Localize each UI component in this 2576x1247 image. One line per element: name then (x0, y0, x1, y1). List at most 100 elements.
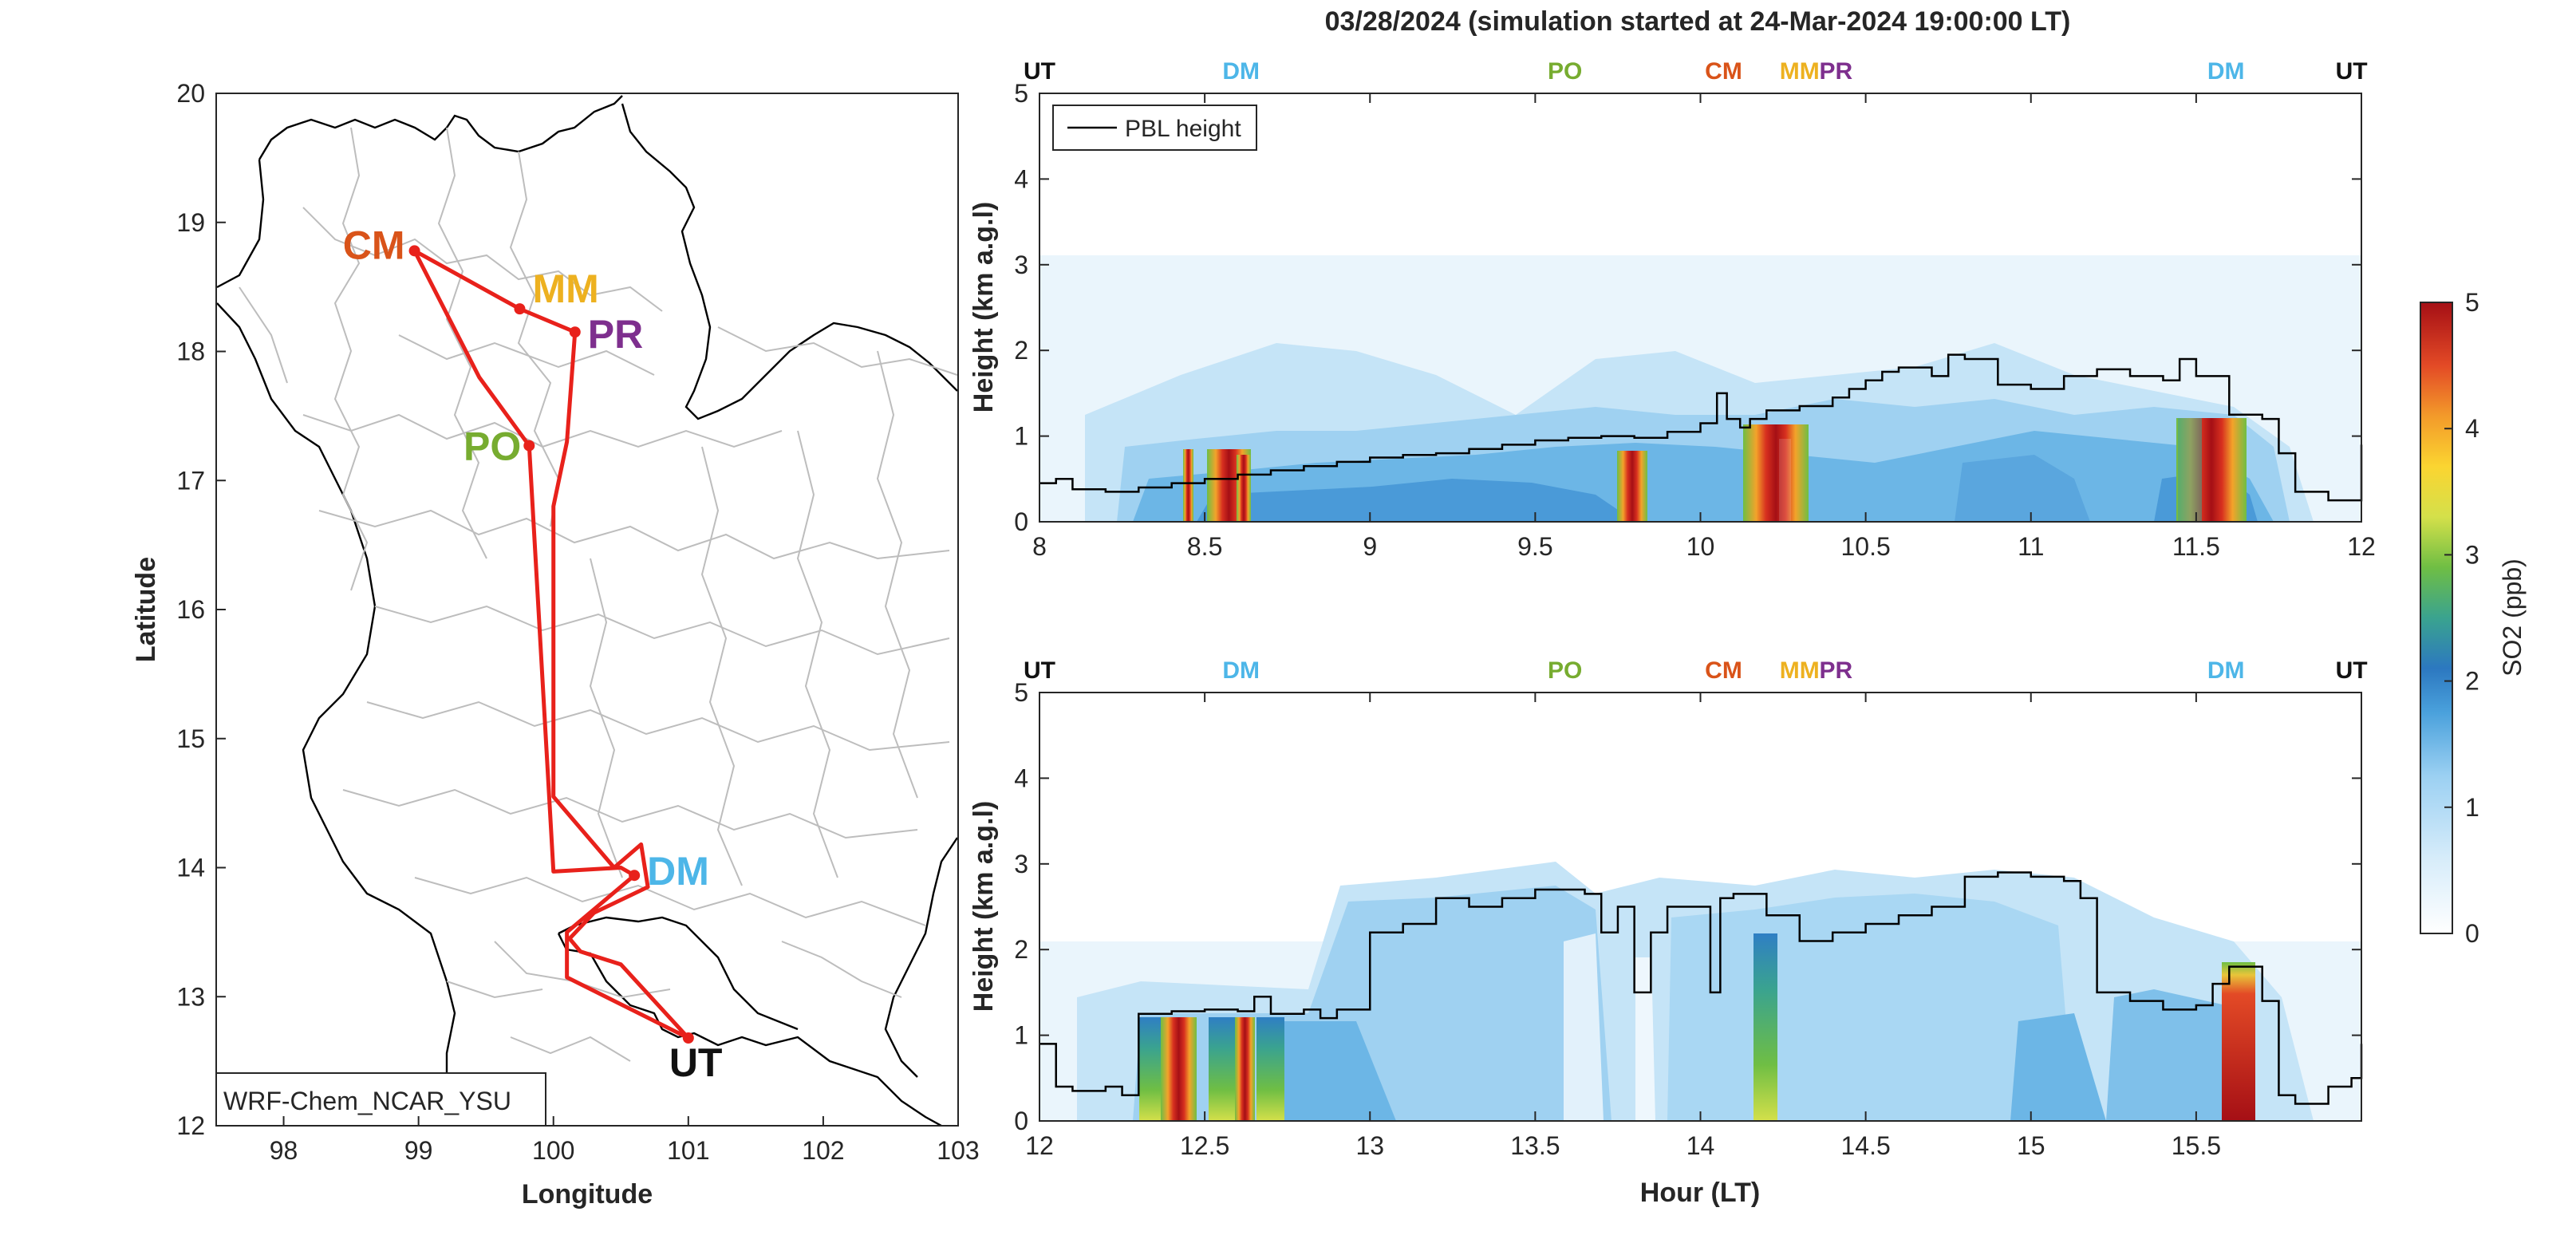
top-station-po: PO (1548, 58, 1582, 85)
figure-title: 03/28/2024 (simulation started at 24-Mar… (1325, 6, 2071, 37)
map-y-tick-label: 13 (176, 982, 205, 1011)
top-y-tick-label: 3 (1014, 251, 1028, 279)
bottom-x-tick-label: 12 (1025, 1131, 1054, 1160)
bottom-y-axis-label: Height (km a.g.l) (968, 801, 999, 1012)
map-x-tick-label: 100 (532, 1136, 574, 1165)
map-x-tick-label: 101 (667, 1136, 709, 1165)
station-label-cm: CM (343, 223, 405, 267)
bottom-y-tick-label: 3 (1014, 850, 1028, 878)
colorbar-tick-label: 0 (2465, 919, 2479, 948)
bottom-station-cm: CM (1705, 657, 1742, 684)
colorbar-tick-label: 3 (2465, 540, 2479, 569)
bottom-x-tick-label: 13 (1355, 1131, 1384, 1160)
top-y-axis-label: Height (km a.g.l) (968, 202, 999, 412)
bottom-so2-field (1039, 862, 2361, 1121)
top-station-ut: UT (1024, 58, 1055, 85)
province-borders (239, 127, 958, 1062)
bottom-y-tick-label: 4 (1014, 764, 1028, 792)
bottom-y-tick-label: 5 (1014, 678, 1028, 707)
map-x-tick-label: 102 (802, 1136, 844, 1165)
gulf-coast (558, 916, 799, 1031)
top-so2-field (1039, 255, 2361, 522)
station-label-dm: DM (647, 849, 709, 894)
station-marker-dm (629, 870, 641, 882)
top-y-tick-label: 1 (1014, 422, 1028, 451)
station-marker-pr (569, 326, 581, 338)
map-y-tick-label: 12 (176, 1111, 205, 1140)
top-x-tick-label: 10.5 (1840, 532, 1890, 561)
map-x-tick-label: 99 (404, 1136, 433, 1165)
station-label-pr: PR (588, 312, 643, 357)
top-curtain-panel: PBL height 8 8.5 9 9.5 10 10.5 11 11.5 12012345 … (968, 58, 2376, 561)
bottom-x-axis-label: Hour (LT) (1640, 1178, 1760, 1208)
top-x-tick-label: 10 (1686, 532, 1715, 561)
station-marker-mm (514, 303, 526, 315)
map-y-tick-label: 18 (176, 337, 205, 366)
pbl-legend-label: PBL height (1125, 116, 1241, 142)
top-x-tick-label: 8 (1032, 532, 1047, 561)
station-label-po: PO (464, 424, 521, 469)
map-y-tick-label: 19 (176, 208, 205, 237)
top-station-pr: PR (1819, 58, 1852, 85)
bottom-x-tick-label: 13.5 (1510, 1131, 1560, 1160)
bottom-station-pr: PR (1819, 657, 1852, 684)
bottom-y-tick-label: 1 (1014, 1021, 1028, 1050)
colorbar-tick-label: 1 (2465, 793, 2479, 822)
pbl-legend-box (1052, 105, 1257, 151)
station-label-ut: UT (669, 1040, 723, 1085)
map-x-tick-label: 98 (270, 1136, 298, 1165)
bottom-y-tick-label: 2 (1014, 935, 1028, 964)
top-x-tick-label: 8.5 (1187, 532, 1222, 561)
model-label: WRF-Chem_NCAR_YSU (223, 1087, 511, 1115)
top-station-dm: DM (1222, 58, 1260, 85)
top-y-tick-label: 2 (1014, 336, 1028, 365)
station-marker-po (523, 440, 535, 452)
top-y-tick-label: 5 (1014, 79, 1028, 108)
map-x-axis-label: Longitude (522, 1179, 653, 1210)
bottom-y-tick-label: 0 (1014, 1107, 1028, 1135)
map-y-tick-label: 20 (176, 79, 205, 108)
colorbar: 0 1 2 3 4 5 SO2 (ppb) (2420, 288, 2527, 948)
top-x-tick-label: 12 (2347, 532, 2376, 561)
map-y-tick-label: 17 (176, 466, 205, 495)
map-y-axis-label: Latitude (131, 557, 161, 662)
top-station-cm: CM (1705, 58, 1742, 85)
bottom-x-tick-label: 14 (1686, 1131, 1715, 1160)
top-y-tick-label: 4 (1014, 164, 1028, 193)
colorbar-gradient (2420, 302, 2453, 934)
map-y-tick-label: 15 (176, 724, 205, 753)
station-marker-ut (682, 1032, 694, 1044)
top-station-mm: MM (1780, 58, 1820, 85)
bottom-station-dm: DM (2207, 657, 2245, 684)
bottom-station-ut: UT (2336, 657, 2368, 684)
station-label-mm: MM (532, 266, 598, 311)
top-x-tick-label: 11 (2018, 532, 2044, 561)
top-station-dm: DM (2207, 58, 2245, 85)
station-marker-cm (408, 245, 420, 257)
top-station-ut: UT (2336, 58, 2368, 85)
coastline (216, 95, 958, 1126)
bottom-station-mm: MM (1780, 657, 1820, 684)
bottom-station-ut: UT (1024, 657, 1055, 684)
map-plot-area (216, 93, 958, 1126)
bottom-x-tick-label: 15.5 (2172, 1131, 2221, 1160)
top-x-tick-label: 9.5 (1517, 532, 1552, 561)
model-label-box (215, 1072, 546, 1127)
top-x-tick-label: 11.5 (2172, 532, 2220, 561)
bottom-x-tick-label: 14.5 (1840, 1131, 1890, 1160)
map-y-tick-label: 14 (176, 854, 205, 882)
pbl-line-bottom (1039, 871, 2363, 1105)
colorbar-tick-label: 4 (2465, 414, 2479, 443)
flight-route (412, 248, 690, 1040)
bottom-x-tick-label: 12.5 (1180, 1131, 1229, 1160)
bottom-station-dm: DM (1222, 657, 1260, 684)
pbl-line-top (1039, 353, 2363, 502)
colorbar-tick-label: 2 (2465, 667, 2479, 696)
bottom-x-tick-label: 15 (2017, 1131, 2045, 1160)
map-y-tick-label: 16 (176, 595, 205, 624)
bottom-station-po: PO (1548, 657, 1582, 684)
map-x-tick-label: 103 (937, 1136, 979, 1165)
